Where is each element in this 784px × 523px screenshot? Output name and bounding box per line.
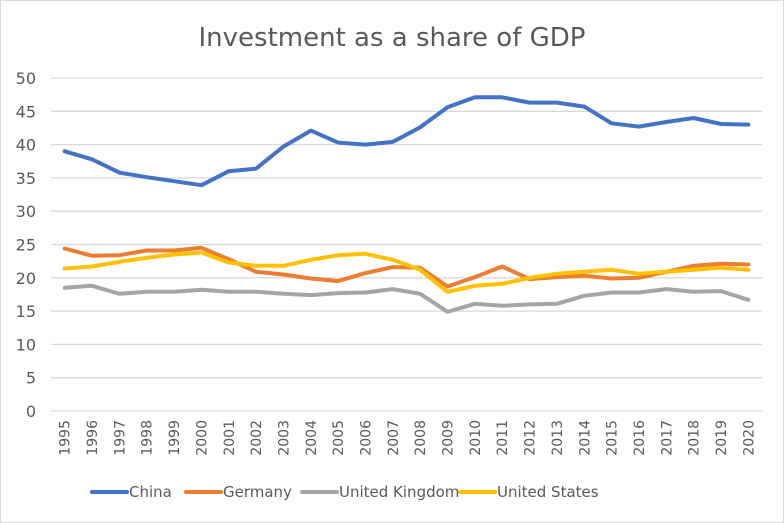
- y-tick-label: 40: [16, 136, 36, 155]
- y-tick-label: 15: [16, 302, 36, 321]
- y-tick-label: 35: [16, 169, 36, 188]
- x-tick-label: 2000: [194, 420, 210, 456]
- y-tick-label: 30: [16, 202, 36, 221]
- x-tick-label: 2008: [413, 420, 429, 456]
- x-tick-label: 2020: [741, 420, 757, 456]
- legend-item: China: [90, 483, 172, 501]
- legend-item: United Kingdom: [300, 483, 459, 501]
- x-tick-label: 1997: [112, 420, 128, 456]
- x-tick-label: 2005: [331, 420, 347, 456]
- chart-title: Investment as a share of GDP: [199, 23, 586, 53]
- x-tick-label: 2006: [358, 420, 374, 456]
- x-tick-label: 1998: [140, 420, 156, 456]
- series-lines: [62, 95, 751, 314]
- x-tick-label: 2004: [304, 420, 320, 456]
- x-tick-label: 2018: [687, 420, 703, 456]
- legend-label: Germany: [223, 483, 292, 501]
- legend-item: Germany: [184, 483, 292, 501]
- legend-label: China: [129, 483, 172, 501]
- y-tick-label: 10: [16, 335, 36, 354]
- x-tick-label: 2001: [222, 420, 238, 456]
- y-tick-label: 25: [16, 236, 36, 255]
- series-line-united-kingdom: [62, 283, 751, 314]
- series-line-germany: [62, 245, 751, 289]
- y-tick-label: 50: [16, 69, 36, 88]
- legend-label: United States: [497, 483, 599, 501]
- x-tick-label: 2013: [550, 420, 566, 456]
- legend-label: United Kingdom: [339, 483, 459, 501]
- x-tick-label: 2010: [468, 420, 484, 456]
- x-tick-label: 1995: [58, 420, 74, 456]
- x-tick-label: 1996: [85, 420, 101, 456]
- x-tick-label: 2019: [714, 420, 730, 456]
- gridlines: [51, 77, 762, 412]
- x-tick-label: 2015: [605, 420, 621, 456]
- x-tick-label: 2011: [495, 420, 511, 456]
- legend-item: United States: [458, 483, 599, 501]
- legend: China Germany United Kingdom United States: [90, 483, 599, 501]
- x-tick-label: 2007: [386, 420, 402, 456]
- x-tick-label: 2002: [249, 420, 265, 456]
- series-line-china: [62, 95, 751, 188]
- x-axis-ticks: 1995 1996 1997 1998 1999 2000 2001 2002 2003 2004…: [58, 420, 758, 456]
- y-axis-ticks: 0 5 10 15 20 25 30 35 40 45 50: [16, 69, 36, 421]
- series-line-united-states: [62, 250, 751, 294]
- x-tick-label: 2009: [441, 420, 457, 456]
- x-tick-label: 2003: [276, 420, 292, 456]
- x-tick-label: 1999: [167, 420, 183, 456]
- y-tick-label: 20: [16, 269, 36, 288]
- x-tick-label: 2016: [632, 420, 648, 456]
- x-tick-label: 2014: [577, 420, 593, 456]
- y-tick-label: 0: [26, 402, 36, 421]
- x-tick-label: 2017: [659, 420, 675, 456]
- y-tick-label: 5: [26, 369, 36, 388]
- x-tick-label: 2012: [523, 420, 539, 456]
- y-tick-label: 45: [16, 102, 36, 121]
